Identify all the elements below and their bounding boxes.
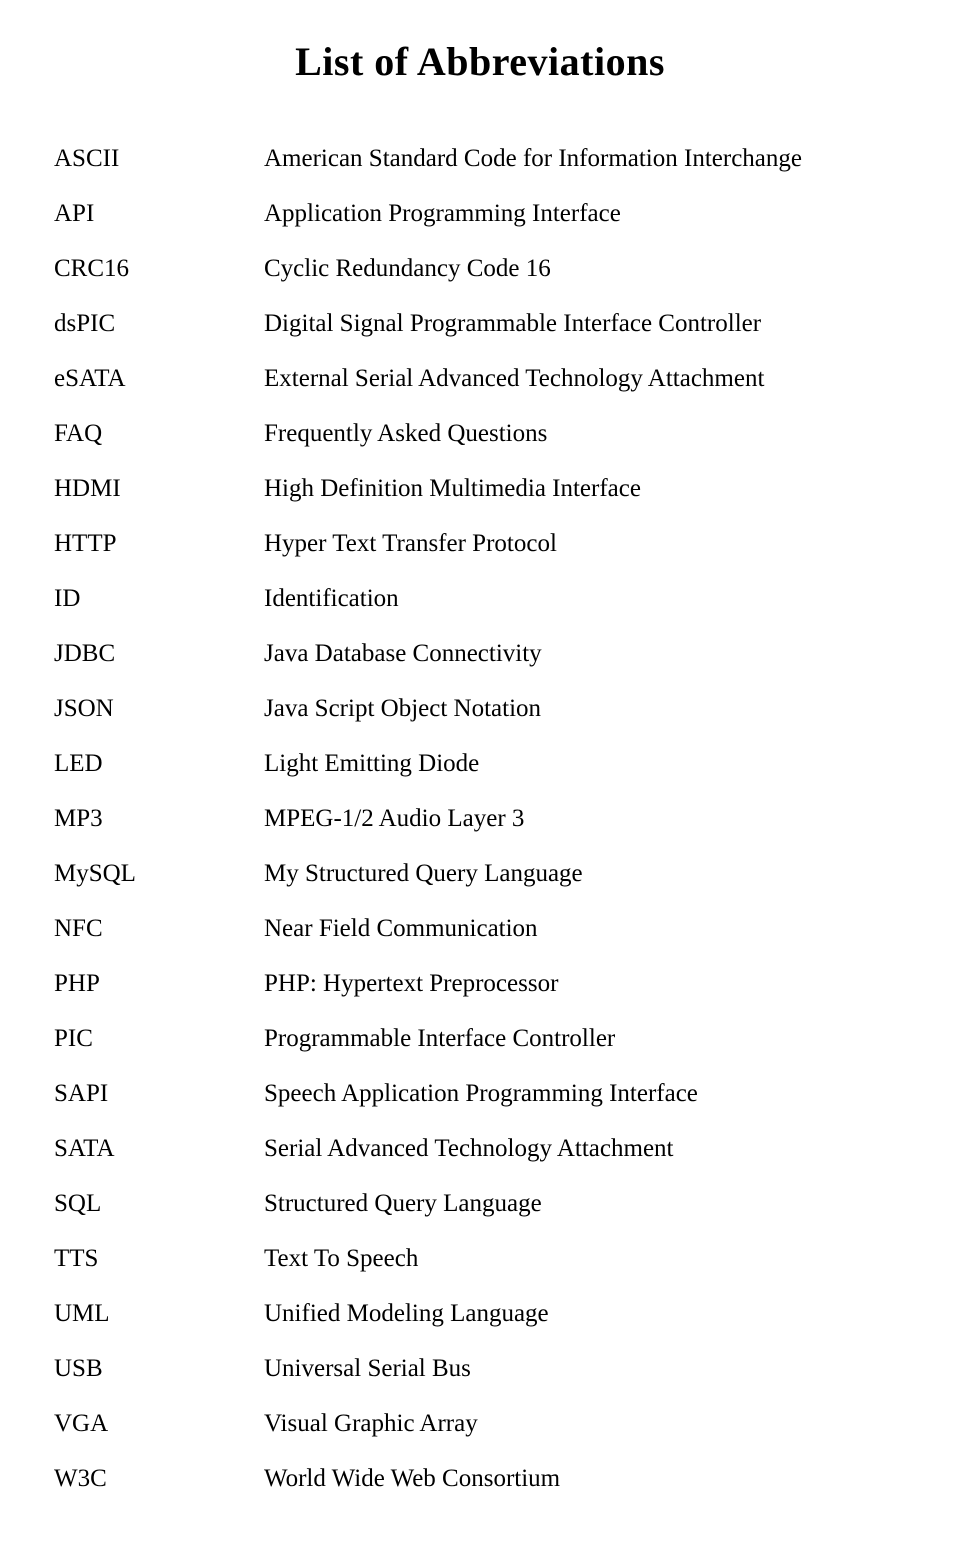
abbrev-cell: PIC [54,1025,264,1080]
definition-cell: Cyclic Redundancy Code 16 [264,255,906,310]
definition-cell: Programmable Interface Controller [264,1025,906,1080]
abbrev-cell: SATA [54,1135,264,1190]
definition-cell: Java Script Object Notation [264,695,906,750]
table-row: MySQLMy Structured Query Language [54,860,906,915]
definition-cell: Universal Serial Bus [264,1355,906,1410]
table-row: JDBCJava Database Connectivity [54,640,906,695]
abbrev-cell: VGA [54,1410,264,1465]
table-row: ASCIIAmerican Standard Code for Informat… [54,145,906,200]
abbrev-cell: USB [54,1355,264,1410]
definition-cell: External Serial Advanced Technology Atta… [264,365,906,420]
abbrev-cell: eSATA [54,365,264,420]
definition-cell: American Standard Code for Information I… [264,145,906,200]
definition-cell: Visual Graphic Array [264,1410,906,1465]
definition-cell: Java Database Connectivity [264,640,906,695]
table-row: TTSText To Speech [54,1245,906,1300]
abbrev-cell: HTTP [54,530,264,585]
definition-cell: Text To Speech [264,1245,906,1300]
definition-cell: Structured Query Language [264,1190,906,1245]
table-row: LEDLight Emitting Diode [54,750,906,805]
table-row: SQLStructured Query Language [54,1190,906,1245]
abbrev-cell: dsPIC [54,310,264,365]
table-row: VGAVisual Graphic Array [54,1410,906,1465]
table-row: FAQFrequently Asked Questions [54,420,906,475]
abbreviation-table: ASCIIAmerican Standard Code for Informat… [54,145,906,1520]
definition-cell: Light Emitting Diode [264,750,906,805]
table-row: HTTPHyper Text Transfer Protocol [54,530,906,585]
definition-cell: Hyper Text Transfer Protocol [264,530,906,585]
definition-cell: Near Field Communication [264,915,906,970]
table-row: SAPISpeech Application Programming Inter… [54,1080,906,1135]
abbrev-cell: JSON [54,695,264,750]
table-row: IDIdentification [54,585,906,640]
table-row: UMLUnified Modeling Language [54,1300,906,1355]
abbrev-cell: ID [54,585,264,640]
table-row: CRC16Cyclic Redundancy Code 16 [54,255,906,310]
abbrev-cell: MP3 [54,805,264,860]
table-row: JSONJava Script Object Notation [54,695,906,750]
definition-cell: Application Programming Interface [264,200,906,255]
definition-cell: World Wide Web Consortium [264,1465,906,1520]
definition-cell: Identification [264,585,906,640]
page-title: List of Abbreviations [54,38,906,85]
table-row: W3CWorld Wide Web Consortium [54,1465,906,1520]
definition-cell: Serial Advanced Technology Attachment [264,1135,906,1190]
definition-cell: My Structured Query Language [264,860,906,915]
abbrev-cell: FAQ [54,420,264,475]
table-row: SATASerial Advanced Technology Attachmen… [54,1135,906,1190]
abbrev-cell: SQL [54,1190,264,1245]
definition-cell: Unified Modeling Language [264,1300,906,1355]
definition-cell: High Definition Multimedia Interface [264,475,906,530]
table-row: eSATAExternal Serial Advanced Technology… [54,365,906,420]
definition-cell: Speech Application Programming Interface [264,1080,906,1135]
abbrev-cell: JDBC [54,640,264,695]
table-row: MP3MPEG-1/2 Audio Layer 3 [54,805,906,860]
definition-cell: Frequently Asked Questions [264,420,906,475]
abbrev-cell: API [54,200,264,255]
abbrev-cell: PHP [54,970,264,1025]
definition-cell: Digital Signal Programmable Interface Co… [264,310,906,365]
abbrev-cell: SAPI [54,1080,264,1135]
abbreviation-table-body: ASCIIAmerican Standard Code for Informat… [54,145,906,1520]
abbrev-cell: NFC [54,915,264,970]
table-row: USBUniversal Serial Bus [54,1355,906,1410]
abbrev-cell: TTS [54,1245,264,1300]
abbrev-cell: UML [54,1300,264,1355]
abbrev-cell: W3C [54,1465,264,1520]
table-row: HDMIHigh Definition Multimedia Interface [54,475,906,530]
abbrev-cell: HDMI [54,475,264,530]
definition-cell: PHP: Hypertext Preprocessor [264,970,906,1025]
abbrev-cell: LED [54,750,264,805]
table-row: PHPPHP: Hypertext Preprocessor [54,970,906,1025]
table-row: APIApplication Programming Interface [54,200,906,255]
abbrev-cell: MySQL [54,860,264,915]
definition-cell: MPEG-1/2 Audio Layer 3 [264,805,906,860]
table-row: NFCNear Field Communication [54,915,906,970]
table-row: PICProgrammable Interface Controller [54,1025,906,1080]
table-row: dsPICDigital Signal Programmable Interfa… [54,310,906,365]
abbrev-cell: CRC16 [54,255,264,310]
abbrev-cell: ASCII [54,145,264,200]
